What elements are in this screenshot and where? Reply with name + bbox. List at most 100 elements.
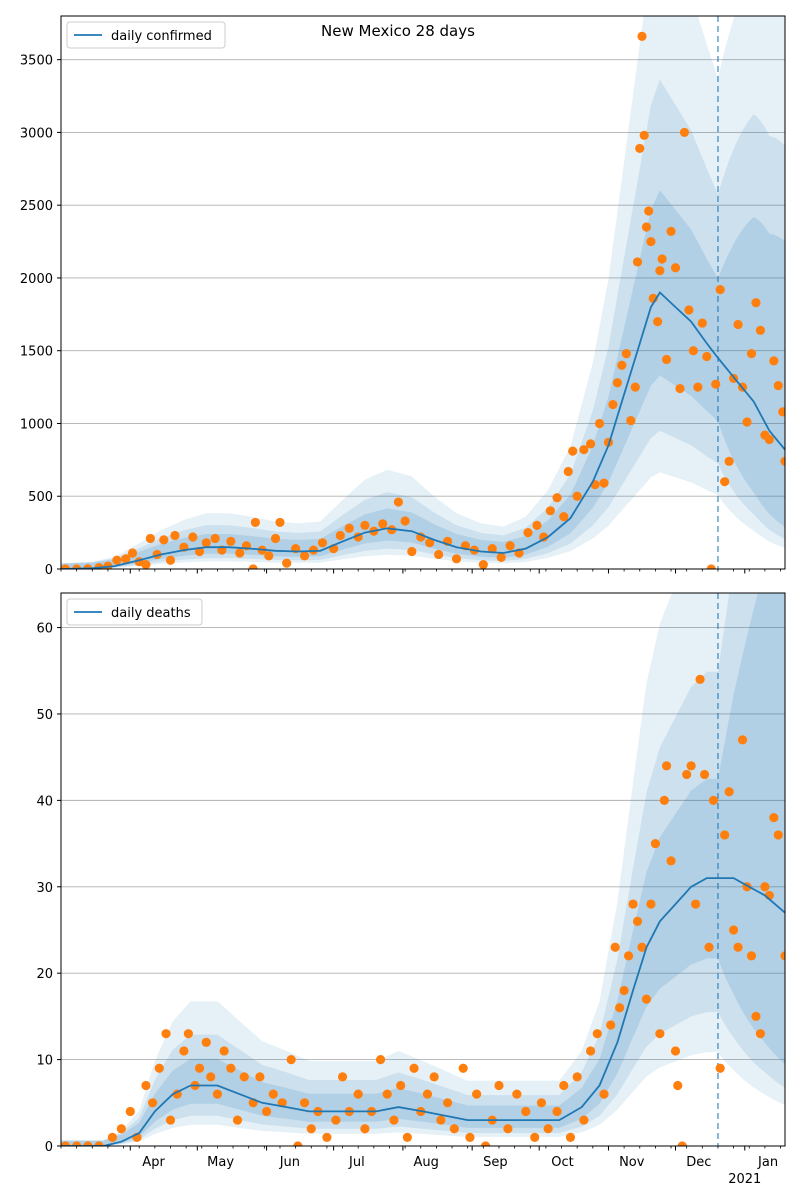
x-tick-label: Jun — [279, 1155, 300, 1170]
observed-point — [650, 838, 660, 849]
observed-point — [666, 856, 676, 866]
observed-point — [637, 31, 647, 41]
y-tick-label: 60 — [36, 622, 53, 637]
observed-point — [539, 532, 549, 542]
uncertainty-band-2 — [61, 79, 785, 569]
y-tick-label: 1000 — [20, 417, 53, 432]
observed-point — [183, 1029, 193, 1039]
observed-point — [592, 1029, 602, 1039]
observed-point — [621, 349, 631, 359]
observed-point — [127, 548, 138, 558]
observed-point — [496, 552, 506, 562]
observed-point — [623, 951, 634, 961]
observed-point — [760, 882, 770, 892]
y-tick-label: 3000 — [20, 126, 53, 141]
observed-point — [141, 1080, 151, 1091]
x-tick-label: Sep — [483, 1155, 508, 1170]
observed-point — [695, 674, 705, 685]
observed-point — [116, 1124, 126, 1134]
observed-point — [532, 520, 542, 530]
observed-point — [677, 1141, 687, 1146]
observed-point — [317, 538, 328, 548]
observed-point — [521, 1106, 531, 1117]
observed-point — [711, 379, 721, 389]
observed-point — [635, 143, 645, 154]
observed-point — [239, 1072, 249, 1082]
observed-point — [657, 254, 667, 264]
observed-point — [494, 1080, 504, 1091]
observed-point — [755, 1029, 766, 1039]
y-tick-label: 30 — [36, 881, 53, 896]
observed-point — [194, 1063, 205, 1073]
observed-point — [250, 517, 261, 528]
observed-point — [442, 1098, 453, 1108]
observed-point — [322, 1132, 332, 1142]
observed-point — [572, 491, 582, 501]
observed-point — [720, 830, 730, 840]
observed-point — [201, 1037, 211, 1047]
axes-frame — [60, 15, 786, 570]
observed-point — [451, 554, 462, 564]
observed-point — [769, 356, 779, 366]
observed-point — [659, 795, 669, 805]
observed-point — [673, 1080, 683, 1091]
observed-point — [170, 530, 180, 541]
observed-point — [688, 346, 698, 356]
observed-point — [632, 257, 643, 267]
observed-point — [378, 519, 388, 529]
observed-point — [579, 445, 589, 455]
observed-point — [691, 899, 701, 909]
observed-point — [637, 942, 647, 952]
observed-point — [235, 548, 245, 558]
observed-point — [733, 319, 743, 330]
observed-point — [286, 1054, 296, 1065]
observed-point — [393, 497, 404, 507]
observed-point — [400, 516, 410, 526]
x-tick-label: May — [207, 1155, 234, 1170]
observed-point — [308, 545, 319, 555]
observed-point — [125, 1106, 135, 1117]
observed-point — [646, 899, 656, 909]
observed-point — [778, 407, 785, 417]
observed-point — [585, 1046, 596, 1056]
observed-point — [449, 1124, 459, 1134]
observed-point — [353, 1089, 363, 1099]
observed-point — [737, 735, 748, 745]
observed-point — [282, 558, 292, 568]
observed-point — [436, 1115, 446, 1125]
observed-point — [293, 1141, 303, 1146]
observed-point — [61, 1141, 71, 1146]
observed-point — [617, 360, 627, 370]
observed-point — [165, 1115, 176, 1125]
observed-point — [666, 226, 676, 236]
observed-point — [769, 813, 779, 823]
observed-point — [478, 560, 488, 569]
observed-point — [165, 555, 176, 565]
observed-point — [751, 1011, 761, 1021]
axes-frame — [60, 592, 786, 1147]
x-tick-label: Dec — [686, 1155, 711, 1170]
observed-point — [107, 1132, 117, 1142]
observed-point — [275, 517, 285, 528]
observed-point — [264, 551, 274, 561]
observed-point — [402, 1132, 412, 1142]
observed-point — [425, 538, 435, 548]
observed-point — [746, 951, 757, 961]
observed-point — [409, 1063, 419, 1073]
observed-point — [608, 399, 618, 410]
x-tick-label: Nov — [619, 1155, 645, 1170]
observed-point — [487, 544, 497, 554]
observed-point — [579, 1115, 589, 1125]
uncertainty-band-3 — [61, 190, 785, 569]
observed-point — [606, 1020, 616, 1030]
observed-point — [530, 1132, 540, 1142]
x-tick-label: Aug — [413, 1155, 438, 1170]
observed-point — [655, 266, 665, 276]
observed-point — [434, 549, 444, 560]
y-tick-label: 50 — [36, 708, 53, 723]
observed-point — [472, 1089, 482, 1099]
observed-point — [465, 1132, 475, 1142]
panel-1: 0 500 1000 1500 2000 2500 3000 3500 daily confir… — [20, 15, 786, 578]
observed-point — [112, 555, 122, 565]
